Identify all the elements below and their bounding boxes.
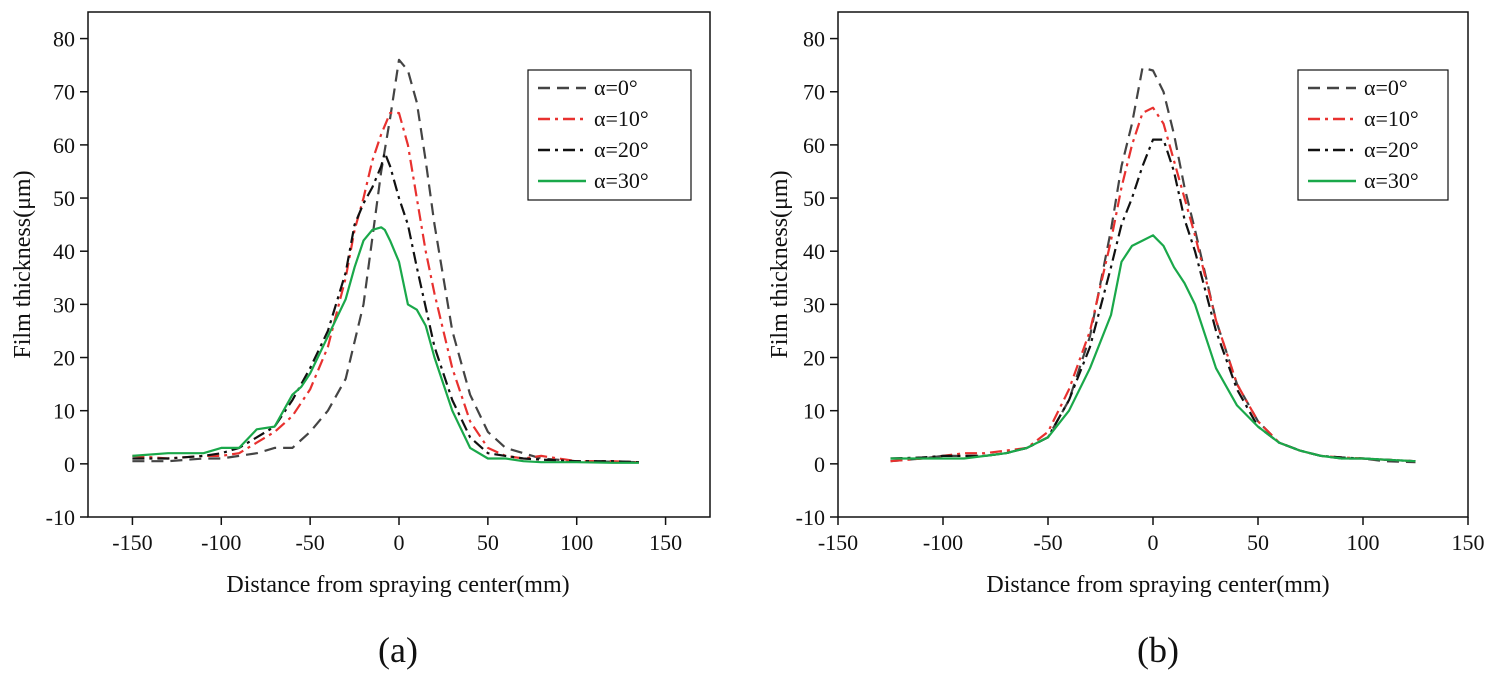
y-tick-label: 60 bbox=[803, 133, 825, 158]
x-axis-title: Distance from spraying center(mm) bbox=[986, 572, 1329, 598]
y-tick-label: 10 bbox=[53, 399, 75, 424]
y-tick-label: 30 bbox=[803, 292, 825, 317]
y-axis-title: Film thickness(μm) bbox=[10, 170, 36, 358]
x-tick-label: 150 bbox=[649, 530, 682, 555]
legend-label: α=20° bbox=[1364, 137, 1419, 162]
chart-panel-b: -150 -100 -50 0 50 100 150-1001020304050607080… bbox=[767, 11, 1485, 670]
legend-label: α=0° bbox=[1364, 75, 1408, 100]
legend: α=0° α=10° α=20° α=30° bbox=[1297, 69, 1449, 201]
x-tick-label: 150 bbox=[1452, 530, 1485, 555]
x-tick-label: 50 bbox=[477, 530, 499, 555]
y-tick-label: -10 bbox=[796, 505, 825, 530]
x-tick-label: 0 bbox=[1148, 530, 1159, 555]
x-tick-label: 50 bbox=[1247, 530, 1269, 555]
legend-box bbox=[1297, 69, 1449, 201]
legend-label: α=10° bbox=[1364, 106, 1419, 131]
y-tick-label: -10 bbox=[46, 505, 75, 530]
y-tick-label: 40 bbox=[53, 239, 75, 264]
y-tick-label: 20 bbox=[803, 346, 825, 371]
legend-label: α=30° bbox=[594, 168, 649, 193]
y-tick-label: 0 bbox=[64, 452, 75, 477]
y-tick-label: 60 bbox=[53, 133, 75, 158]
y-tick-label: 70 bbox=[803, 80, 825, 105]
x-tick-label: 0 bbox=[394, 530, 405, 555]
legend-label: α=30° bbox=[1364, 168, 1419, 193]
y-tick-label: 80 bbox=[803, 27, 825, 52]
y-tick-label: 80 bbox=[53, 27, 75, 52]
legend: α=0° α=10° α=20° α=30° bbox=[527, 69, 692, 201]
panel-label: (b) bbox=[1137, 630, 1179, 670]
x-tick-label: -150 bbox=[818, 530, 858, 555]
y-tick-label: 20 bbox=[53, 346, 75, 371]
legend-label: α=0° bbox=[594, 75, 638, 100]
x-axis-title: Distance from spraying center(mm) bbox=[226, 572, 569, 598]
x-tick-label: -150 bbox=[112, 530, 152, 555]
chart-panel-a: -150 -100 -50 0 50 100 150-1001020304050607080… bbox=[10, 11, 711, 670]
x-tick-label: -50 bbox=[1033, 530, 1062, 555]
series-line-3 bbox=[132, 226, 639, 464]
x-tick-label: -100 bbox=[201, 530, 241, 555]
x-tick-label: 100 bbox=[1347, 530, 1380, 555]
series-line-3 bbox=[890, 234, 1416, 463]
y-tick-label: 40 bbox=[803, 239, 825, 264]
series-line-0 bbox=[890, 66, 1416, 464]
legend-label: α=20° bbox=[594, 137, 649, 162]
y-tick-label: 70 bbox=[53, 80, 75, 105]
y-tick-label: 10 bbox=[803, 399, 825, 424]
x-tick-label: -100 bbox=[923, 530, 963, 555]
legend-box bbox=[527, 69, 692, 201]
y-tick-label: 50 bbox=[53, 186, 75, 211]
y-axis-title: Film thickness(μm) bbox=[767, 170, 793, 358]
panel-label: (a) bbox=[378, 630, 418, 670]
series-line-0 bbox=[132, 58, 639, 464]
x-tick-label: -50 bbox=[295, 530, 324, 555]
series-line-1 bbox=[132, 111, 639, 464]
x-tick-label: 100 bbox=[560, 530, 593, 555]
y-tick-label: 0 bbox=[814, 452, 825, 477]
y-tick-label: 50 bbox=[803, 186, 825, 211]
y-tick-label: 30 bbox=[53, 292, 75, 317]
legend-label: α=10° bbox=[594, 106, 649, 131]
